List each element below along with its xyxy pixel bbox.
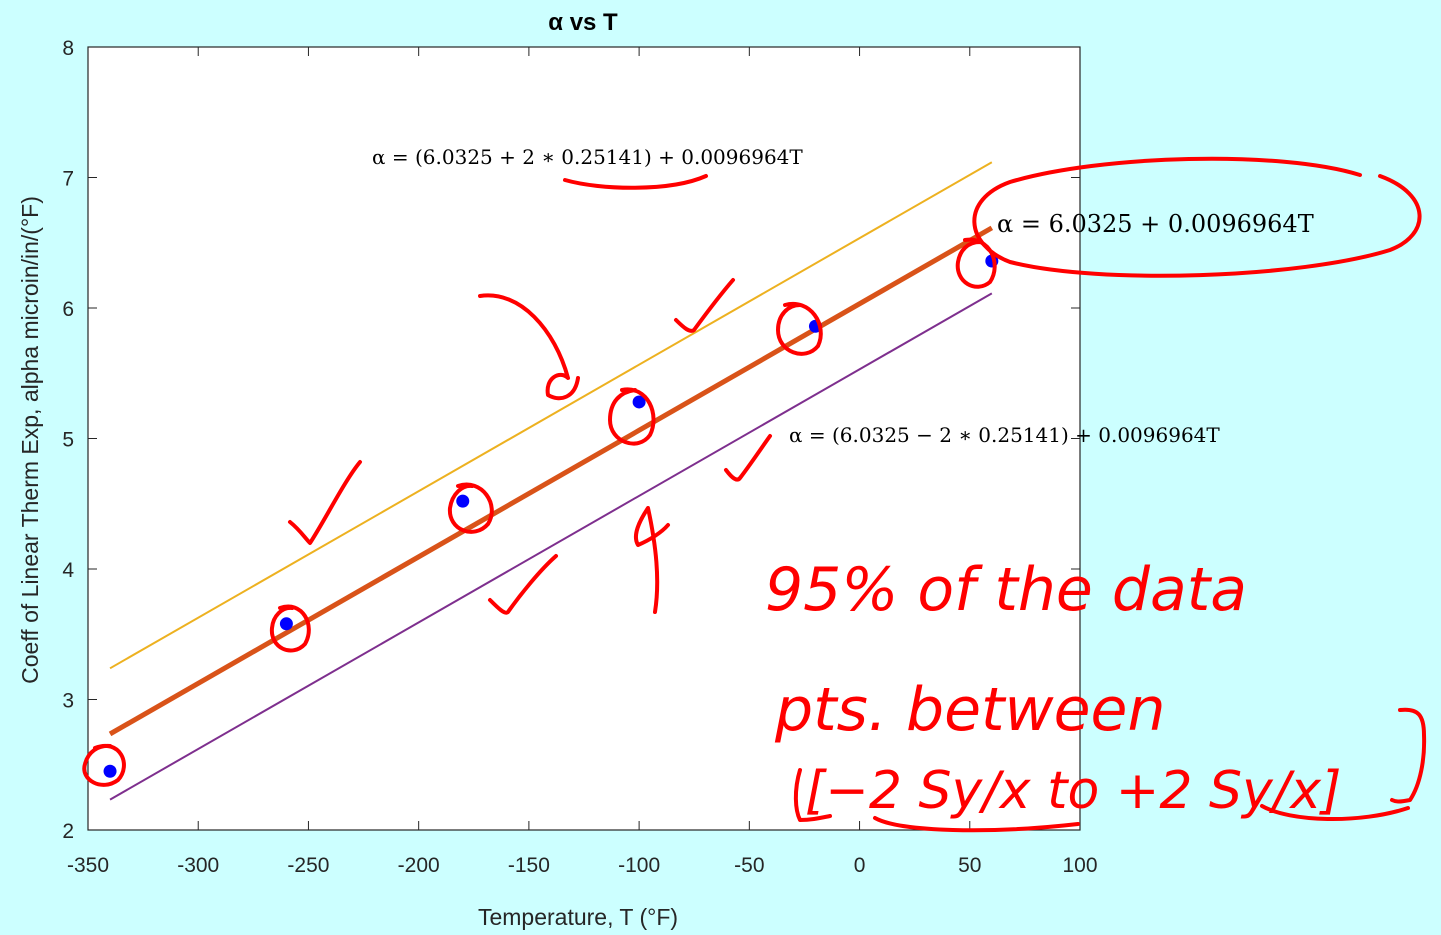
annotation-upper-equation: α = (6.0325 + 2 ∗ 0.25141) + 0.0096964T <box>372 145 803 169</box>
ink-circle-point-4 <box>608 387 656 446</box>
handwritten-note-line-2: pts. between <box>774 675 1165 745</box>
data-point <box>456 494 470 508</box>
plot-area <box>87 46 1081 831</box>
ink-check-1 <box>288 460 362 545</box>
y-tick-label: 8 <box>62 37 74 60</box>
x-tick-label: -200 <box>398 854 440 877</box>
ink-underline-bracket-right <box>1260 804 1410 822</box>
x-tick-label: 0 <box>854 854 866 877</box>
chart-title: α vs T <box>548 9 618 36</box>
x-tick-label: -150 <box>508 854 550 877</box>
y-tick-label: 2 <box>62 820 74 843</box>
fit-line <box>108 225 994 737</box>
ink-check-3 <box>674 278 735 333</box>
data-point <box>279 617 293 631</box>
handwritten-ink: 95% of the data pts. between [−2 Sy/x to… <box>82 156 1427 833</box>
x-tick-label: 50 <box>958 854 981 877</box>
x-tick-label: -50 <box>734 854 764 877</box>
data-point <box>103 764 117 778</box>
y-tick-label: 3 <box>62 690 74 713</box>
ink-check-4 <box>724 434 772 482</box>
handwritten-note-line-3: [−2 Sy/x to +2 Sy/x] <box>805 761 1341 821</box>
y-tick-label: 6 <box>62 298 74 321</box>
y-tick-label: 7 <box>62 168 74 191</box>
ink-circle-point-6 <box>955 237 997 289</box>
ink-bracket-left <box>793 768 832 822</box>
x-axis-title: Temperature, T (°F) <box>478 904 678 930</box>
x-tick-label: -250 <box>287 854 329 877</box>
x-tick-label: 100 <box>1062 854 1097 877</box>
y-tick-label: 4 <box>62 559 74 582</box>
x-tick-label: -300 <box>177 854 219 877</box>
y-tick-label: 5 <box>62 429 74 452</box>
data-point <box>632 395 646 409</box>
ink-circle-point-1 <box>82 743 126 787</box>
lower-bound-line <box>109 292 993 801</box>
ink-circle-point-3 <box>447 482 494 534</box>
x-tick-label: -350 <box>67 854 109 877</box>
y-axis-title: Coeff of Linear Therm Exp, alpha microin… <box>17 196 43 684</box>
ink-arrow-upper <box>478 293 580 401</box>
annotation-fit-equation: α = 6.0325 + 0.0096964T <box>997 210 1314 238</box>
annotation-lower-equation: α = (6.0325 − 2 ∗ 0.25141) + 0.0096964T <box>789 423 1220 447</box>
y-tick-labels: 2 3 4 5 6 7 8 <box>62 37 74 843</box>
ink-circle-point-2 <box>269 604 311 653</box>
ink-circle-point-5 <box>776 301 823 356</box>
upper-bound-line <box>109 161 993 670</box>
series-lines <box>108 161 994 801</box>
ink-arrow-lower <box>633 506 670 614</box>
x-tick-label: -100 <box>618 854 660 877</box>
handwritten-note-line-1: 95% of the data <box>765 555 1247 625</box>
axis-ticks <box>87 46 1081 831</box>
ink-underline-upper <box>563 174 708 190</box>
x-tick-labels: -350 -300 -250 -200 -150 -100 -50 0 50 100 <box>67 854 1098 877</box>
ink-underline-bracket <box>873 816 1080 833</box>
ink-fit-equation-oval <box>972 156 1422 278</box>
ink-check-2 <box>488 554 558 615</box>
ink-bracket-right <box>1390 707 1427 804</box>
